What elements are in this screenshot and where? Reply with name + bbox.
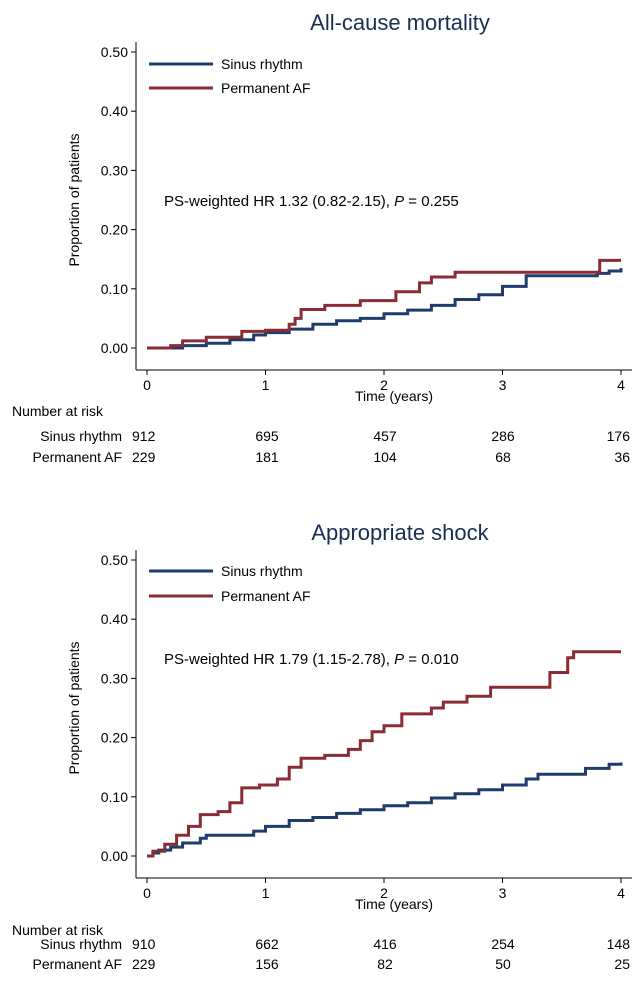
risk-row-label-af: Permanent AF xyxy=(33,956,123,972)
x-tick-label: 1 xyxy=(262,377,270,393)
p-value: = 0.255 xyxy=(404,193,459,210)
risk-count-sinus: 416 xyxy=(373,936,397,952)
chart-title: All-cause mortality xyxy=(310,10,490,35)
risk-row-label-sinus: Sinus rhythm xyxy=(40,428,122,444)
series-line-sinus xyxy=(147,762,623,858)
legend-label-af: Permanent AF xyxy=(221,588,311,604)
x-axis-label: Time (years) xyxy=(355,896,433,912)
risk-header: Number at risk xyxy=(12,403,104,419)
x-tick-label: 2 xyxy=(380,377,388,393)
hr-text: PS-weighted HR 1.32 (0.82-2.15), xyxy=(164,193,394,210)
risk-count-sinus: 286 xyxy=(491,428,515,444)
y-axis-label: Proportion of patients xyxy=(66,641,82,774)
y-tick-label: 0.50 xyxy=(101,44,128,60)
risk-count-sinus: 457 xyxy=(373,428,397,444)
x-tick-label: 1 xyxy=(262,885,270,901)
x-tick-label: 0 xyxy=(143,377,151,393)
risk-count-sinus: 176 xyxy=(607,428,631,444)
hr-annotation: PS-weighted HR 1.32 (0.82-2.15), P = 0.2… xyxy=(164,193,459,210)
x-tick-label: 2 xyxy=(380,885,388,901)
risk-count-sinus: 254 xyxy=(491,936,515,952)
y-tick-label: 0.10 xyxy=(101,281,128,297)
risk-count-sinus: 910 xyxy=(132,936,156,952)
risk-count-sinus: 912 xyxy=(132,428,156,444)
p-label: P xyxy=(394,193,404,210)
risk-count-af: 25 xyxy=(614,956,630,972)
y-tick-label: 0.00 xyxy=(101,848,128,864)
x-tick-label: 4 xyxy=(617,377,625,393)
y-tick-label: 0.40 xyxy=(101,611,128,627)
risk-count-af: 50 xyxy=(495,956,511,972)
y-tick-label: 0.10 xyxy=(101,789,128,805)
y-tick-label: 0.40 xyxy=(101,103,128,119)
risk-count-af: 68 xyxy=(495,449,511,465)
risk-count-sinus: 662 xyxy=(255,936,279,952)
x-tick-label: 3 xyxy=(499,377,507,393)
risk-count-af: 156 xyxy=(255,956,279,972)
x-tick-label: 4 xyxy=(617,885,625,901)
hr-annotation: PS-weighted HR 1.79 (1.15-2.78), P = 0.0… xyxy=(164,651,459,668)
chart-title: Appropriate shock xyxy=(311,520,489,545)
y-tick-label: 0.50 xyxy=(101,552,128,568)
y-tick-label: 0.00 xyxy=(101,340,128,356)
legend-label-af: Permanent AF xyxy=(221,80,311,96)
y-axis-label: Proportion of patients xyxy=(66,133,82,266)
p-label: P xyxy=(394,651,404,668)
risk-count-af: 82 xyxy=(377,956,393,972)
risk-header: Number at risk xyxy=(12,922,104,938)
legend-label-sinus: Sinus rhythm xyxy=(221,563,303,579)
x-axis-label: Time (years) xyxy=(355,388,433,404)
y-tick-label: 0.30 xyxy=(101,162,128,178)
y-tick-label: 0.20 xyxy=(101,730,128,746)
x-tick-label: 0 xyxy=(143,885,151,901)
chart-panel-1: All-cause mortality 0.00 0.10 0.20 0.30 0.40 0… xyxy=(12,10,632,465)
hr-text: PS-weighted HR 1.79 (1.15-2.78), xyxy=(164,651,394,668)
risk-count-sinus: 148 xyxy=(607,936,631,952)
p-value: = 0.010 xyxy=(404,651,459,668)
y-tick-label: 0.30 xyxy=(101,670,128,686)
series-line-af xyxy=(147,258,621,350)
risk-row-label-sinus: Sinus rhythm xyxy=(40,936,122,952)
risk-count-af: 36 xyxy=(614,449,630,465)
risk-row-label-af: Permanent AF xyxy=(33,449,123,465)
legend-label-sinus: Sinus rhythm xyxy=(221,56,303,72)
risk-count-af: 104 xyxy=(373,449,397,465)
risk-count-af: 229 xyxy=(132,956,156,972)
series-line-af xyxy=(147,650,621,858)
y-tick-label: 0.20 xyxy=(101,222,128,238)
risk-count-af: 181 xyxy=(255,449,279,465)
x-tick-label: 3 xyxy=(499,885,507,901)
risk-count-sinus: 695 xyxy=(255,428,279,444)
chart-panel-2: Appropriate shock 0.00 0.10 0.20 0.30 0.40 0.5… xyxy=(12,520,632,972)
risk-count-af: 229 xyxy=(132,449,156,465)
series-line-sinus xyxy=(147,268,623,350)
